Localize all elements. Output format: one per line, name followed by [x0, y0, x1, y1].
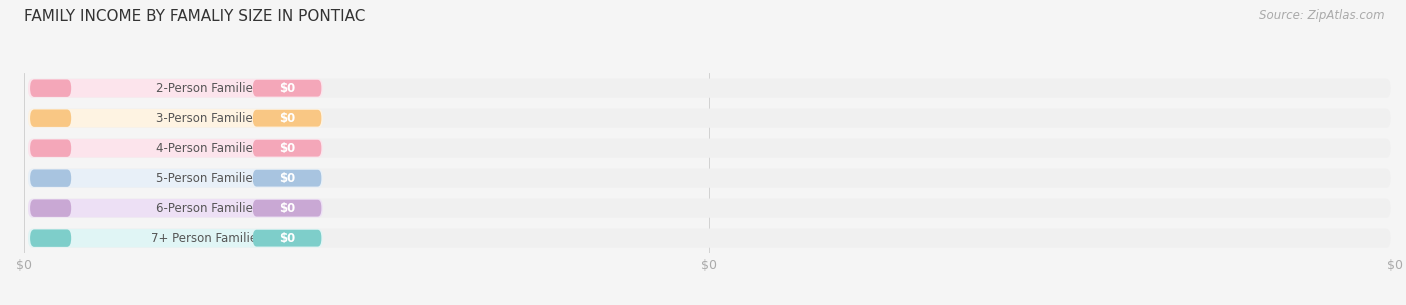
FancyBboxPatch shape [28, 79, 1391, 98]
Text: $0: $0 [278, 202, 295, 215]
Text: FAMILY INCOME BY FAMALIY SIZE IN PONTIAC: FAMILY INCOME BY FAMALIY SIZE IN PONTIAC [24, 9, 366, 24]
FancyBboxPatch shape [30, 109, 72, 127]
FancyBboxPatch shape [28, 229, 323, 247]
Text: 5-Person Families: 5-Person Families [156, 172, 259, 185]
FancyBboxPatch shape [253, 170, 322, 187]
FancyBboxPatch shape [28, 169, 1391, 188]
FancyBboxPatch shape [30, 80, 72, 97]
FancyBboxPatch shape [30, 229, 72, 247]
FancyBboxPatch shape [28, 228, 1391, 248]
FancyBboxPatch shape [28, 109, 1391, 128]
FancyBboxPatch shape [28, 138, 1391, 158]
Text: 6-Person Families: 6-Person Families [156, 202, 259, 215]
FancyBboxPatch shape [253, 140, 322, 156]
Text: $0: $0 [278, 82, 295, 95]
FancyBboxPatch shape [28, 169, 323, 188]
Text: 4-Person Families: 4-Person Families [156, 142, 259, 155]
FancyBboxPatch shape [28, 109, 323, 127]
FancyBboxPatch shape [253, 80, 322, 97]
FancyBboxPatch shape [28, 79, 323, 98]
FancyBboxPatch shape [30, 139, 72, 157]
FancyBboxPatch shape [28, 139, 323, 157]
Text: $0: $0 [278, 142, 295, 155]
Text: Source: ZipAtlas.com: Source: ZipAtlas.com [1260, 9, 1385, 22]
Text: 3-Person Families: 3-Person Families [156, 112, 259, 125]
Text: $0: $0 [278, 112, 295, 125]
FancyBboxPatch shape [30, 199, 72, 217]
FancyBboxPatch shape [253, 200, 322, 217]
Text: 7+ Person Families: 7+ Person Families [152, 232, 264, 245]
Text: 2-Person Families: 2-Person Families [156, 82, 259, 95]
FancyBboxPatch shape [28, 199, 323, 217]
Text: $0: $0 [278, 232, 295, 245]
FancyBboxPatch shape [253, 110, 322, 127]
FancyBboxPatch shape [253, 230, 322, 246]
FancyBboxPatch shape [28, 199, 1391, 218]
Text: $0: $0 [278, 172, 295, 185]
FancyBboxPatch shape [30, 170, 72, 187]
